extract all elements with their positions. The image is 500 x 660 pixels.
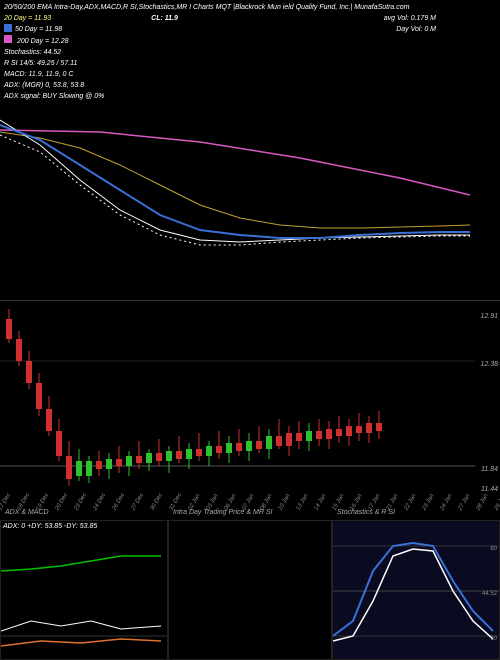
- day200: 200 Day = 12.28: [17, 38, 69, 45]
- cl-value: CL: 11.9: [151, 13, 178, 24]
- stoch-level: 44.52: [482, 591, 497, 597]
- chart-header: 20/50/200 EMA Intra-Day,ADX,MACD,R SI,St…: [0, 0, 500, 104]
- price-level: 12.38: [480, 361, 498, 368]
- macd: MACD: 11.9, 11.9, 0 C: [4, 69, 496, 80]
- candle-chart-panel: 12.91 12.38 11.84 11.44: [0, 300, 500, 505]
- stoch-rsi-panel: Stochastics & R SI 8044.5220: [332, 520, 500, 660]
- title-line: 20/50/200 EMA Intra-Day,ADX,MACD,R SI,St…: [4, 2, 496, 13]
- day50: 50 Day = 11.98: [15, 24, 62, 35]
- price-level: 11.84: [481, 466, 498, 473]
- stoch: Stochastics: 44.52: [4, 47, 496, 58]
- intraday-title: Intra Day Trading Price & MR SI: [173, 509, 272, 516]
- indicators-row: ADX & MACD ADX: 0 +DY: 53.85 -DY: 53.85 …: [0, 520, 500, 660]
- rsi: R SI 14/5: 49.25 / 57.11: [4, 58, 496, 69]
- ema-lines-svg: [0, 90, 475, 295]
- price-level: 12.91: [480, 313, 498, 320]
- day20: 20 Day = 11.93: [4, 13, 51, 24]
- stoch-rsi-title: Stochastics & R SI: [337, 509, 395, 516]
- stoch-rsi-svg: [333, 521, 499, 659]
- stoch-level: 80: [490, 546, 497, 552]
- adx-macd-svg: [1, 521, 167, 659]
- stoch-level: 20: [490, 636, 497, 642]
- adx-values: ADX: 0 +DY: 53.85 -DY: 53.85: [3, 523, 97, 530]
- candlestick-svg: [0, 301, 475, 501]
- adx-macd-title: ADX & MACD: [5, 509, 49, 516]
- adx-macd-panel: ADX & MACD ADX: 0 +DY: 53.85 -DY: 53.85: [0, 520, 168, 660]
- intraday-panel: Intra Day Trading Price & MR SI: [168, 520, 332, 660]
- price-level: 11.44: [481, 486, 498, 493]
- ema-chart-panel: [0, 90, 500, 295]
- avg-vol: avg Vol: 0.179 M: [384, 13, 436, 24]
- day-vol: Day Vol: 0 M: [396, 24, 436, 35]
